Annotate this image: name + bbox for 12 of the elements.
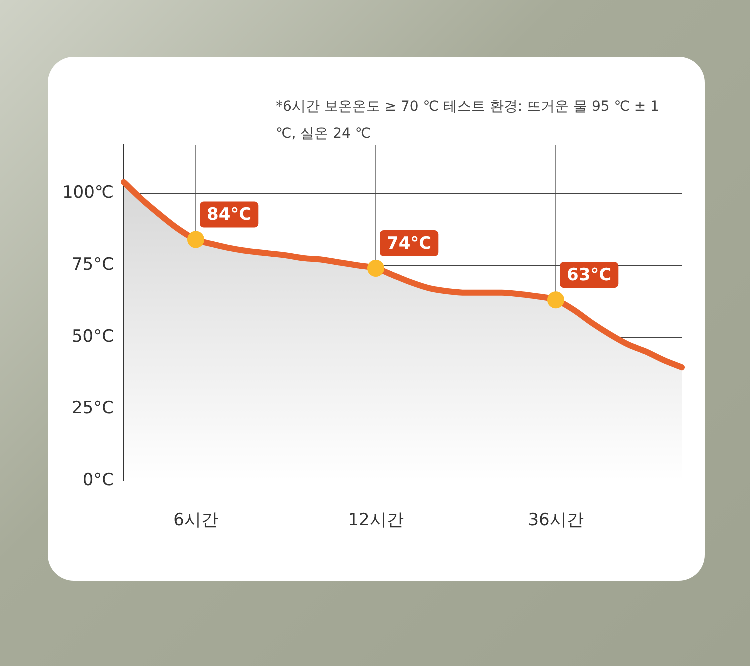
x-tick-label: 6시간 xyxy=(174,510,218,531)
text: *6시간 보온온도 ≥ 70 ℃ 테스트 환경: 뜨거운 물 95 ℃ ± 1 ℃, 실온 24 ℃ xyxy=(276,98,660,144)
y-tick-label: 25°C xyxy=(72,398,114,419)
y-tick-label: 100℃ xyxy=(62,183,114,204)
x-tick-label: 12시간 xyxy=(348,510,404,531)
data-label: 74°C xyxy=(387,234,432,254)
data-label: 84°C xyxy=(207,205,252,226)
x-tick-label: 36시간 xyxy=(528,510,584,531)
y-tick-label: 0°C xyxy=(82,470,114,490)
data-label: 63°C xyxy=(567,266,612,286)
y-tick-label: 75°C xyxy=(72,255,114,276)
y-tick-label: 50°C xyxy=(72,326,114,347)
